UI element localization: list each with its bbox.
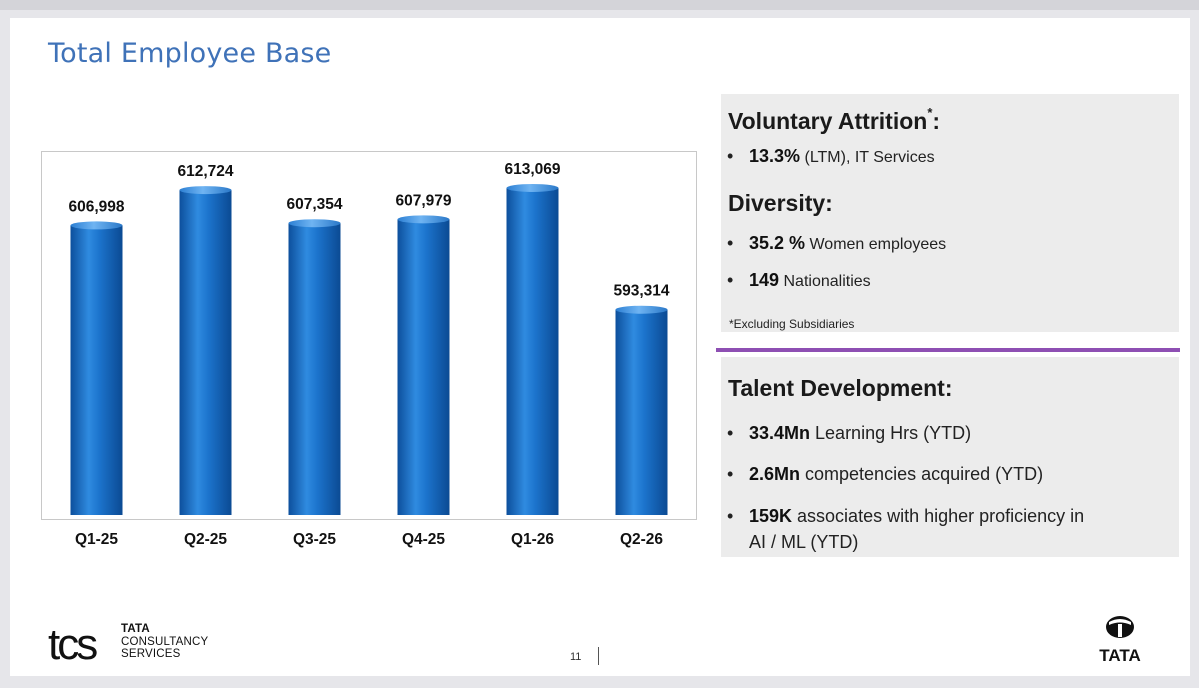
bar-cap-q2-26 [615,305,668,314]
x-tick-q1-26: Q1-26 [511,531,554,548]
bar-chart: 606,998 612,724 607,354 607,979 613,069 593,3… [68,161,669,548]
bar-cap-q2-25 [179,186,232,195]
talent-item-aiml: • 159K associates with higher proficienc… [727,506,1085,552]
slide: Total Employee Base 606,998 612,724 607,35… [10,18,1190,676]
attrition-heading: Voluntary Attrition*: [728,105,941,134]
data-label-q4-25: 607,979 [395,192,451,209]
x-tick-q3-25: Q3-25 [293,531,336,548]
diversity-item-nationalities: • 149 Nationalities [727,270,871,290]
page-number-rule [598,647,599,665]
tata-wordmark: TATA [1099,646,1141,664]
page-number: 11 [570,651,582,663]
tcs-wordmark: TATA CONSULTANCY SERVICES [121,623,209,660]
talent-panel: Talent Development: • 33.4Mn Learning Hr… [721,357,1179,557]
data-label-q3-25: 607,354 [286,196,342,213]
bar-cap-q1-25 [70,221,123,230]
bar-cap-q1-26 [506,183,559,192]
data-label-q2-26: 593,314 [613,283,669,300]
bar-cap-q4-25 [397,215,450,224]
attrition-diversity-panel: Voluntary Attrition*: • 13.3% (LTM), IT … [721,94,1179,332]
bar-q4-25 [397,219,450,515]
tata-logo: TATA [1099,616,1141,664]
talent-item-competencies: • 2.6Mn competencies acquired (YTD) [727,464,1044,484]
slide-title: Total Employee Base [48,38,332,69]
footnote: *Excluding Subsidiaries [729,317,855,331]
x-tick-q1-25: Q1-25 [75,531,118,548]
chart-plot-area [41,151,697,520]
bar-cap-q3-25 [288,219,341,228]
data-label-q2-25: 612,724 [177,163,233,180]
bar-q3-25 [288,223,341,516]
section-divider [716,348,1180,352]
x-tick-q2-26: Q2-26 [620,531,663,548]
tata-emblem-icon [1106,616,1134,638]
talent-item-learning: • 33.4Mn Learning Hrs (YTD) [727,423,972,443]
tcs-logo: tcs [48,621,100,669]
tcs-logo-mark: tcs [48,621,97,669]
data-label-q1-25: 606,998 [68,198,124,215]
top-strip [0,0,1199,10]
attrition-item: • 13.3% (LTM), IT Services [727,146,935,166]
talent-heading: Talent Development: [728,375,953,401]
x-tick-q4-25: Q4-25 [402,531,445,548]
bar-q1-26 [506,187,559,515]
diversity-item-women: • 35.2 % Women employees [727,233,947,253]
data-label-q1-26: 613,069 [504,161,560,178]
bar-q2-25 [179,190,232,516]
bar-q1-25 [70,225,123,516]
diversity-heading: Diversity: [728,190,833,216]
bar-q2-26 [615,309,668,515]
x-tick-q2-25: Q2-25 [184,531,227,548]
